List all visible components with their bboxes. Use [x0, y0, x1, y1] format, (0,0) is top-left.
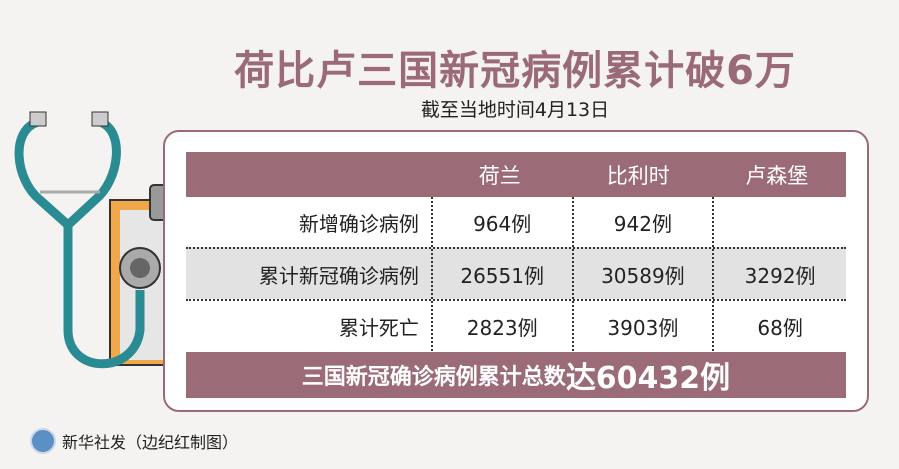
table-cell — [712, 197, 846, 247]
header-cell — [186, 152, 430, 197]
table-row: 累计新冠确诊病例 26551例 30589例 3292例 — [186, 247, 846, 299]
credit: 新华社发（边纪红制图） — [30, 428, 238, 454]
table-cell: 30589例 — [571, 249, 713, 299]
table-cell: 942例 — [571, 197, 713, 247]
table-row: 新增确诊病例 964例 942例 — [186, 197, 846, 247]
row-label: 累计死亡 — [338, 315, 419, 340]
total-banner: 三国新冠确诊病例累计总数 达60432例 — [186, 352, 846, 398]
header-cell: 卢森堡 — [745, 163, 809, 188]
xinhua-logo-icon — [30, 428, 56, 454]
table-row: 累计死亡 2823例 3903例 68例 — [186, 299, 846, 351]
table-cell: 2823例 — [430, 301, 572, 351]
credit-text: 新华社发（边纪红制图） — [62, 433, 239, 452]
header-cell: 荷兰 — [478, 163, 521, 188]
table-cell: 68例 — [712, 301, 846, 351]
table-cell: 964例 — [430, 197, 572, 247]
stethoscope-illustration — [14, 111, 171, 369]
table-cell: 3292例 — [712, 249, 846, 299]
table-cell: 3903例 — [571, 301, 713, 351]
table-cell: 26551例 — [430, 249, 572, 299]
total-value: 达60432例 — [565, 361, 731, 396]
row-label: 累计新冠确诊病例 — [258, 263, 419, 288]
data-table: 荷兰 比利时 卢森堡 新增确诊病例 964例 942例 累计新冠确诊病例 265… — [186, 152, 846, 351]
table-header: 荷兰 比利时 卢森堡 — [186, 152, 846, 197]
page-subtitle: 截至当地时间4月13日 — [420, 99, 610, 121]
page-title: 荷比卢三国新冠病例累计破6万 — [234, 48, 796, 94]
total-prefix: 三国新冠确诊病例累计总数 — [301, 365, 566, 390]
row-label: 新增确诊病例 — [298, 211, 419, 236]
header-cell: 比利时 — [606, 163, 670, 188]
